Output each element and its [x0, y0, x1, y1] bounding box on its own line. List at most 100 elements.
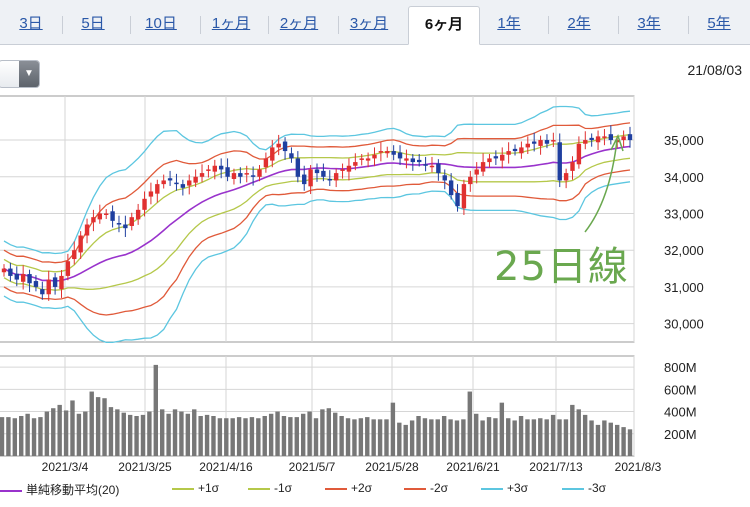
- volume-bar: [595, 424, 601, 456]
- tab-7[interactable]: 6ヶ月: [408, 6, 480, 45]
- candle-body: [570, 162, 575, 171]
- volume-bar: [25, 413, 30, 456]
- volume-bar: [198, 416, 203, 456]
- tab-11[interactable]: 5年: [707, 15, 731, 32]
- candle-body: [148, 191, 154, 197]
- candle-body: [410, 158, 416, 163]
- volume-bar: [217, 418, 223, 456]
- volume-bar: [140, 414, 146, 456]
- triangle-down-icon[interactable]: ▼: [19, 61, 39, 87]
- candle-body: [314, 169, 320, 174]
- volume-bar: [582, 414, 588, 456]
- legend-item: +1σ: [172, 481, 219, 495]
- candle-body: [474, 169, 479, 175]
- volume-bar: [384, 419, 389, 456]
- legend-label: +1σ: [198, 481, 220, 495]
- volume-bar: [70, 400, 75, 456]
- candle-body: [1, 268, 7, 273]
- candle-body: [289, 153, 294, 159]
- chart-type-dropdown[interactable]: ▼: [0, 60, 40, 88]
- last-date-label: 21/08/03: [687, 62, 743, 78]
- candle-body: [59, 275, 64, 290]
- legend-label: -1σ: [274, 481, 293, 495]
- plus3sigma-line: [3, 105, 631, 255]
- volume-bar: [531, 419, 537, 456]
- candle-body: [583, 140, 588, 144]
- volume-bar: [12, 418, 18, 456]
- candle-body: [187, 180, 192, 186]
- candle-body: [72, 250, 77, 260]
- candle-body: [557, 142, 562, 181]
- volume-bar: [89, 391, 94, 456]
- candle-body: [263, 158, 269, 168]
- volume-bar: [307, 411, 312, 456]
- x-tick-label: 2021/7/13: [529, 460, 583, 474]
- legend-label: +2σ: [351, 481, 373, 495]
- tab-4[interactable]: 1ヶ月: [211, 15, 251, 32]
- x-tick-label: 2021/4/16: [199, 460, 253, 474]
- volume-bar: [448, 419, 453, 456]
- legend-item: 単純移動平均(20): [0, 481, 119, 498]
- tab-3[interactable]: 10日: [145, 15, 177, 32]
- legend-swatch: [248, 487, 270, 490]
- candle-body: [519, 147, 524, 154]
- candle-body: [174, 182, 179, 185]
- volume-bar: [563, 419, 569, 456]
- tab-9[interactable]: 2年: [567, 15, 591, 32]
- candle-body: [244, 173, 249, 175]
- tab-6[interactable]: 3ヶ月: [349, 15, 389, 32]
- candle-body: [602, 136, 607, 138]
- volume-bar: [38, 417, 43, 456]
- legend-label: +3σ: [507, 481, 529, 495]
- candle-body: [333, 173, 339, 181]
- volume-bar: [589, 420, 594, 456]
- legend-label: -2σ: [430, 481, 449, 495]
- candle-body: [327, 178, 332, 181]
- candle-body: [20, 274, 26, 282]
- volume-bar: [614, 424, 620, 456]
- candle-body: [282, 141, 288, 152]
- volume-bar: [57, 404, 62, 456]
- volume-bar: [570, 404, 575, 456]
- volume-bar: [441, 416, 447, 456]
- volume-bar: [429, 419, 434, 456]
- candle-body: [8, 268, 13, 276]
- legend-label: -3σ: [588, 481, 607, 495]
- tab-5[interactable]: 2ヶ月: [279, 15, 319, 32]
- volume-bar: [108, 407, 114, 456]
- volume-bar: [435, 419, 440, 456]
- tab-2[interactable]: 5日: [81, 15, 105, 32]
- x-tick-label: 2021/3/4: [42, 460, 89, 474]
- tab-10[interactable]: 3年: [637, 15, 661, 32]
- tab-8[interactable]: 1年: [497, 15, 521, 32]
- volume-bar: [576, 409, 581, 456]
- price-tick-label: 35,000: [664, 133, 704, 148]
- candle-body: [448, 180, 454, 196]
- candle-body: [212, 165, 217, 172]
- volume-bar: [51, 408, 56, 456]
- volume-bar: [0, 417, 5, 456]
- ma25-annotation: 25日線: [494, 244, 629, 290]
- volume-bar: [333, 412, 338, 456]
- candle-body: [65, 261, 71, 276]
- candle-body: [142, 198, 147, 210]
- candle-body: [506, 151, 511, 155]
- tab-separator: [62, 16, 63, 34]
- volume-bar: [480, 420, 485, 456]
- candle-body: [276, 143, 281, 148]
- candle-body: [295, 158, 301, 177]
- candle-body: [551, 140, 556, 142]
- candle-body: [270, 147, 275, 161]
- volume-bar: [512, 420, 517, 456]
- candle-body: [135, 209, 141, 220]
- volume-bar: [204, 414, 210, 456]
- volume-bar: [83, 411, 88, 456]
- candle-body: [442, 175, 447, 181]
- candle-body: [97, 213, 103, 220]
- legend-item: +2σ: [325, 481, 372, 495]
- tab-1[interactable]: 3日: [19, 15, 43, 32]
- candle-body: [621, 136, 626, 141]
- candle-body: [308, 169, 313, 187]
- volume-bar: [403, 424, 408, 456]
- candle-body: [468, 176, 473, 185]
